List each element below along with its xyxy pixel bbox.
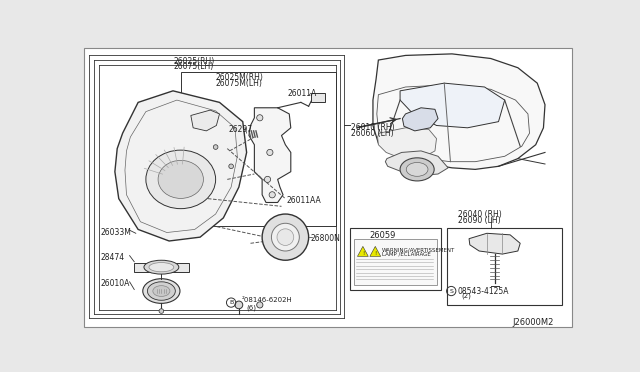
Ellipse shape — [400, 158, 434, 181]
Text: ²08146-6202H: ²08146-6202H — [241, 297, 292, 303]
Bar — [180, 71, 336, 225]
Text: !: ! — [374, 251, 376, 256]
Bar — [447, 228, 562, 305]
Polygon shape — [249, 108, 291, 202]
Text: 26090 (LH): 26090 (LH) — [458, 216, 501, 225]
Ellipse shape — [406, 163, 428, 176]
Polygon shape — [373, 54, 545, 169]
Text: 26060 (LH): 26060 (LH) — [351, 129, 394, 138]
Text: (6): (6) — [246, 304, 257, 311]
Circle shape — [159, 309, 164, 313]
Text: 26297: 26297 — [229, 125, 253, 134]
Polygon shape — [385, 151, 448, 176]
Circle shape — [264, 176, 271, 183]
Circle shape — [235, 301, 243, 309]
Text: 26040 (RH): 26040 (RH) — [458, 210, 502, 219]
Text: 26075M(LH): 26075M(LH) — [216, 78, 262, 87]
Ellipse shape — [149, 263, 174, 272]
Text: !: ! — [362, 251, 364, 256]
Polygon shape — [378, 128, 436, 158]
Text: 26011A: 26011A — [288, 89, 317, 97]
Text: 26025M(RH): 26025M(RH) — [216, 73, 264, 82]
Bar — [311, 93, 325, 102]
Text: 26033M: 26033M — [101, 228, 132, 237]
Ellipse shape — [144, 260, 179, 274]
Ellipse shape — [262, 214, 308, 260]
Text: B: B — [229, 300, 233, 305]
Ellipse shape — [146, 150, 216, 209]
Text: 08543-4125A: 08543-4125A — [458, 287, 509, 296]
Text: LAMP /ECLAIRAGE: LAMP /ECLAIRAGE — [382, 252, 431, 257]
Text: 26010 (RH): 26010 (RH) — [351, 123, 395, 132]
Text: 28474: 28474 — [101, 253, 125, 262]
Text: 26011AA: 26011AA — [287, 196, 322, 205]
Polygon shape — [469, 233, 520, 254]
Text: 26059: 26059 — [369, 231, 396, 240]
Polygon shape — [370, 246, 381, 256]
Circle shape — [213, 145, 218, 150]
Polygon shape — [191, 110, 220, 131]
Ellipse shape — [271, 223, 300, 251]
Circle shape — [229, 164, 234, 169]
Bar — [134, 263, 189, 272]
Text: WARNING/AVERTISSEMENT: WARNING/AVERTISSEMENT — [382, 247, 456, 252]
Polygon shape — [358, 246, 368, 256]
Circle shape — [257, 302, 263, 308]
Polygon shape — [403, 108, 438, 131]
Bar — [349, 228, 441, 289]
Polygon shape — [115, 91, 246, 241]
Text: 26010A: 26010A — [101, 279, 131, 289]
Text: 26800N: 26800N — [311, 234, 341, 243]
Text: 26025(RH): 26025(RH) — [173, 57, 214, 66]
Text: 26075(LH): 26075(LH) — [173, 62, 213, 71]
Polygon shape — [400, 83, 505, 128]
Text: J26000M2: J26000M2 — [513, 318, 554, 327]
Ellipse shape — [277, 229, 294, 246]
Circle shape — [267, 150, 273, 155]
Ellipse shape — [153, 286, 170, 296]
Circle shape — [257, 115, 263, 121]
Ellipse shape — [158, 160, 204, 198]
Ellipse shape — [143, 279, 180, 303]
Bar — [355, 239, 436, 285]
Text: S: S — [449, 289, 453, 294]
Circle shape — [269, 192, 275, 198]
Ellipse shape — [147, 282, 175, 300]
Text: (2): (2) — [461, 293, 471, 299]
